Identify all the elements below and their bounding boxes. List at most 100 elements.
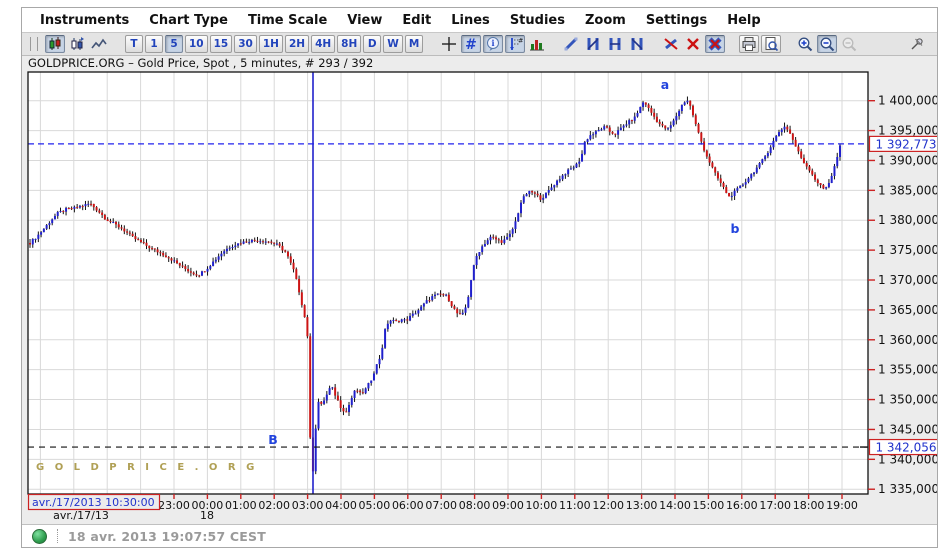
del-x-icon <box>685 36 701 52</box>
support-price-label: 1 342,056 <box>875 441 936 455</box>
menu-instruments[interactable]: Instruments <box>40 12 130 28</box>
time-tick-label: 10:00 <box>526 499 558 512</box>
grid-toggle-button[interactable]: # <box>461 35 482 53</box>
toolbar-grip[interactable] <box>30 37 38 51</box>
timeframe-4H-button[interactable]: 4H <box>311 35 336 53</box>
svg-text:#: # <box>518 37 523 45</box>
print-button[interactable] <box>739 35 760 53</box>
svg-text:i: i <box>492 38 495 48</box>
timeframe-5-button[interactable]: 5 <box>165 35 183 53</box>
timeframe-2H-button[interactable]: 2H <box>284 35 310 53</box>
time-tick-label: 07:00 <box>425 499 457 512</box>
time-tick-label: 17:00 <box>759 499 791 512</box>
annotation-B[interactable]: B <box>268 432 278 447</box>
price-tick-label: 1 360,000 <box>878 333 937 347</box>
cursor-date-label: avr./17/2013 10:30:00 <box>32 496 155 509</box>
price-tick-label: 1 350,000 <box>878 393 937 407</box>
info-bubble-button[interactable]: i <box>483 35 504 53</box>
timeframe-D-button[interactable]: D <box>363 35 382 53</box>
price-tick-label: 1 395,000 <box>878 124 937 138</box>
trendline-tool-button[interactable] <box>561 35 581 53</box>
timeframe-15-button[interactable]: 15 <box>209 35 233 53</box>
zoom-out-icon <box>819 36 835 52</box>
price-chart[interactable]: GOLDPRICE.ORG – Gold Price, Spot , 5 min… <box>22 56 937 522</box>
printer-icon <box>741 36 757 52</box>
time-tick-label: 16:00 <box>726 499 758 512</box>
delete-tool-button[interactable] <box>683 35 703 53</box>
menu-bar: Instruments Chart Type Time Scale View Edit L… <box>22 8 937 33</box>
menu-zoom[interactable]: Zoom <box>584 12 626 28</box>
price-tick-label: 1 335,000 <box>878 482 937 496</box>
chart-panel: GOLDPRICE.ORG – Gold Price, Spot , 5 min… <box>22 56 937 522</box>
time-tick-label: 11:00 <box>559 499 591 512</box>
annotation-b[interactable]: b <box>731 221 740 236</box>
chart-title: GOLDPRICE.ORG – Gold Price, Spot , 5 min… <box>28 56 373 70</box>
pin-toolbar-button[interactable] <box>907 35 927 53</box>
del-all-icon <box>707 36 723 52</box>
time-tick-label: 15:00 <box>693 499 725 512</box>
vertical-segment-tool-button[interactable] <box>583 35 603 53</box>
timeframe-1-button[interactable]: 1 <box>145 35 163 53</box>
menu-settings[interactable]: Settings <box>645 12 708 28</box>
price-tick-label: 1 400,000 <box>878 94 937 108</box>
menu-view[interactable]: View <box>347 12 383 28</box>
current-price-box: 1 392,773 <box>868 135 937 152</box>
candlestick-bars[interactable] <box>29 96 842 475</box>
menu-lines[interactable]: Lines <box>451 12 490 28</box>
plot-background[interactable] <box>28 72 868 494</box>
price-tick-label: 1 375,000 <box>878 243 937 257</box>
price-tick-label: 1 365,000 <box>878 303 937 317</box>
bar-chart-button[interactable] <box>67 35 87 53</box>
toolbar-spacer <box>726 44 738 45</box>
time-tick-label: 03:00 <box>292 499 324 512</box>
toolbar-spacer <box>424 44 438 45</box>
preview-icon <box>763 36 779 52</box>
grid-lines <box>28 72 868 494</box>
bars-flag-icon <box>69 36 85 52</box>
menu-studies[interactable]: Studies <box>509 12 565 28</box>
timeframe-M-button[interactable]: M <box>404 35 424 53</box>
price-axis: 1 400,000 1 395,000 1 390,000 1 385,000 1 38… <box>868 94 937 496</box>
axis-values-button[interactable]: # <box>505 35 526 53</box>
timeframe-30-button[interactable]: 30 <box>234 35 257 53</box>
timeframe-T-button[interactable]: T <box>125 35 143 53</box>
menu-help[interactable]: Help <box>727 12 761 28</box>
candles-icon <box>47 36 63 52</box>
svg-text:#: # <box>465 37 477 52</box>
trend3-icon <box>607 36 623 52</box>
menu-time-scale[interactable]: Time Scale <box>247 12 328 28</box>
time-tick-label: 05:00 <box>359 499 391 512</box>
price-tick-label: 1 355,000 <box>878 363 937 377</box>
toolbar: T 1 5 10 15 30 1H 2H 4H 8H D W M # i # <box>22 33 937 56</box>
current-price-label: 1 392,773 <box>875 137 936 151</box>
cursor-date-box: avr./17/2013 10:30:00 <box>27 493 161 511</box>
trend2-icon <box>585 36 601 52</box>
line-chart-button[interactable] <box>89 35 109 53</box>
zoom-in-button[interactable] <box>795 35 815 53</box>
delete-line-button[interactable] <box>661 35 681 53</box>
volume-button[interactable] <box>527 35 547 53</box>
menu-chart-type[interactable]: Chart Type <box>149 12 228 28</box>
menu-edit[interactable]: Edit <box>402 12 432 28</box>
zoom-out-button[interactable] <box>817 35 838 53</box>
candlestick-chart-button[interactable] <box>45 35 65 53</box>
time-tick-label: 06:00 <box>392 499 424 512</box>
time-tick-label: 09:00 <box>492 499 524 512</box>
grid-icon: # <box>463 36 479 52</box>
time-axis: 23:00 00:00 01:00 02:00 03:00 04:00 05:00 06:00… <box>53 494 858 522</box>
channel-tool-button[interactable] <box>627 35 647 53</box>
time-tick-label: 23:00 <box>158 499 190 512</box>
del-line-icon <box>663 36 679 52</box>
annotation-a[interactable]: a <box>661 77 669 92</box>
goldprice-watermark: G O L D P R I C E . O R G <box>36 462 258 473</box>
delete-all-lines-button[interactable] <box>705 35 726 53</box>
timeframe-W-button[interactable]: W <box>383 35 403 53</box>
print-preview-button[interactable] <box>761 35 782 53</box>
price-tick-label: 1 390,000 <box>878 153 937 167</box>
horizontal-segment-tool-button[interactable] <box>605 35 625 53</box>
timeframe-8H-button[interactable]: 8H <box>337 35 362 53</box>
crosshair-button[interactable] <box>439 35 459 53</box>
zigzag-icon <box>91 36 107 52</box>
timeframe-1H-button[interactable]: 1H <box>258 35 283 53</box>
timeframe-10-button[interactable]: 10 <box>185 35 208 53</box>
